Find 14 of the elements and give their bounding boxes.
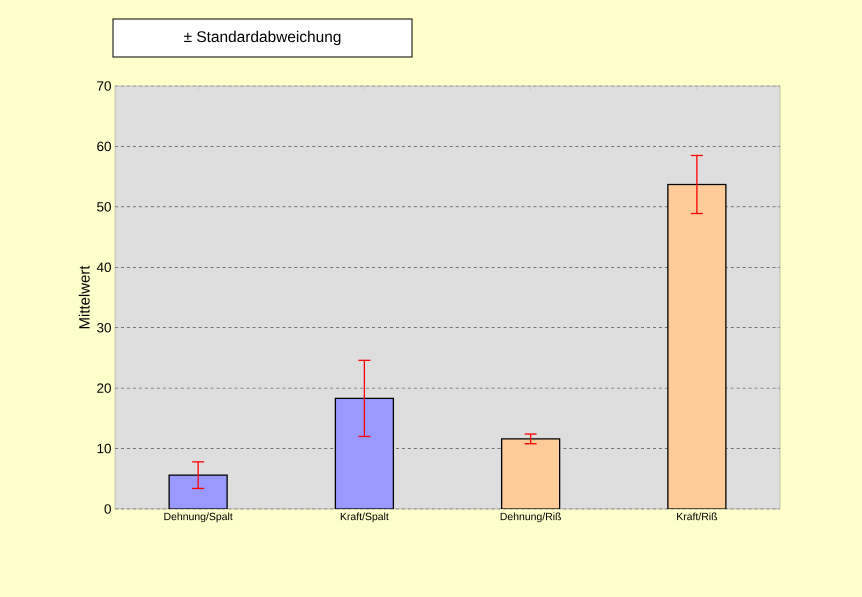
y-tick-label: 30 [97, 322, 111, 332]
y-tick-label: 60 [97, 142, 111, 152]
y-tick-label: 20 [97, 383, 111, 393]
y-tick-label: 0 [104, 504, 111, 514]
y-tick-label: 10 [98, 444, 111, 454]
y-tick-label: 70 [97, 81, 111, 91]
text: ± Standardabweichung [184, 30, 340, 46]
x-tick-label: Kraft/Spalt [340, 512, 389, 522]
y-axis-title: Mittelwert [78, 266, 90, 328]
x-tick-label: Dehnung/Riß [500, 512, 561, 522]
x-tick-label: Kraft/Riß [677, 512, 718, 520]
y-tick-label: 50 [97, 202, 111, 212]
x-tick-label: Dehnung/Spalt [164, 512, 233, 522]
y-tick-label: 40 [96, 262, 111, 272]
